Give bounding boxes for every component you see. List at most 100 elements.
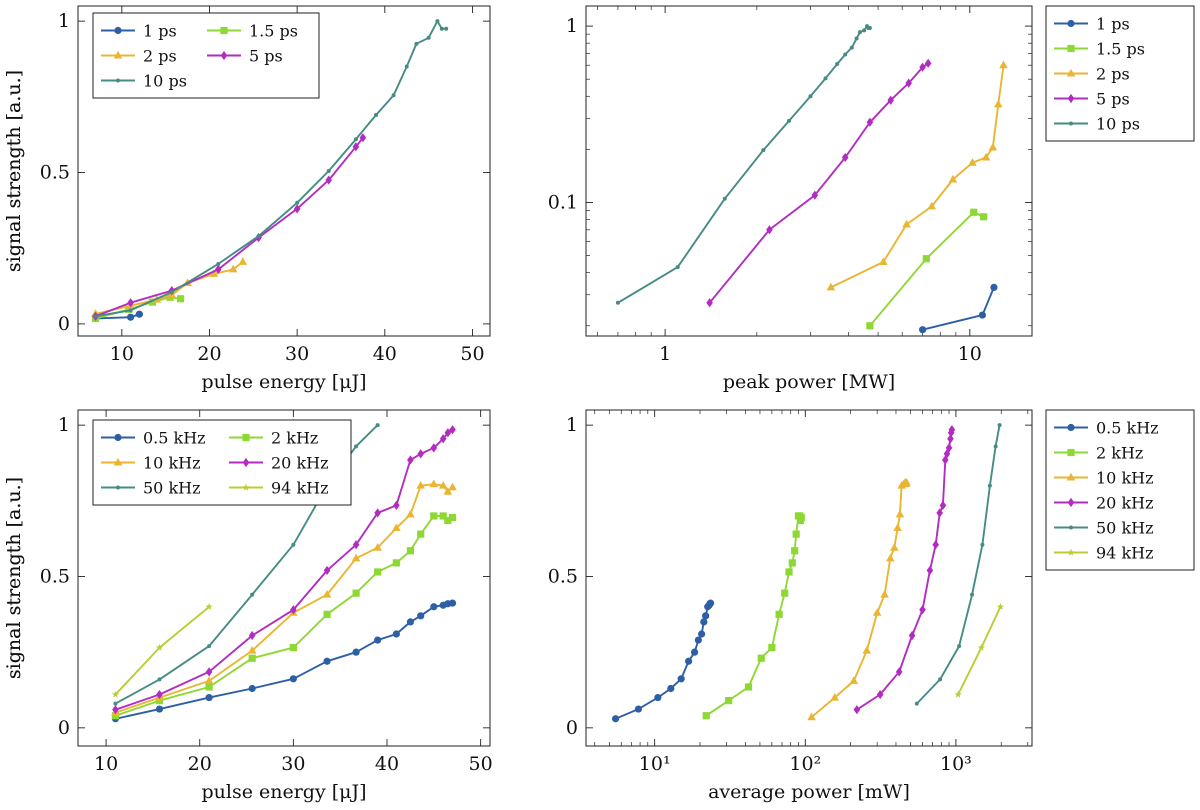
data-point-10-ps [169, 290, 174, 295]
legend-entry-2-ps: 2 ps [101, 47, 177, 66]
data-point-2-khz [374, 568, 382, 576]
legend-swatch-marker [242, 457, 250, 468]
legend-label: 10 ps [1096, 115, 1140, 134]
series-line-0-5-khz [615, 602, 712, 720]
data-point-0-5-khz [392, 630, 400, 638]
data-point-5-ps [811, 190, 819, 200]
data-point-10-khz [204, 676, 214, 684]
data-point-10-khz [902, 478, 911, 486]
data-point-2-ps [993, 99, 1003, 108]
data-point-10-ps [256, 234, 261, 239]
data-point-2-khz [788, 559, 796, 567]
series-line-10-khz [115, 483, 454, 714]
series-line-1-ps [922, 287, 995, 331]
data-point-50-khz [914, 701, 919, 706]
data-point-10-ps [391, 93, 396, 98]
series-5-ps [706, 58, 932, 308]
legend-swatch-marker [113, 50, 123, 59]
legend-swatch-marker [113, 457, 123, 466]
data-point-5-ps [127, 298, 134, 308]
data-point-5-ps [293, 204, 301, 214]
data-point-10-ps [439, 26, 444, 31]
data-point-5-ps [924, 58, 932, 68]
data-point-0-5-khz [706, 599, 715, 607]
legend-label: 0.5 kHz [143, 429, 206, 448]
data-point-10-khz [373, 543, 382, 551]
data-point-50-khz [354, 444, 359, 449]
data-point-5-ps [214, 264, 222, 274]
data-point-50-khz [987, 483, 992, 488]
series-2-khz [111, 512, 457, 720]
data-point-10-khz [429, 479, 439, 488]
data-point-10-ps [128, 308, 133, 313]
panel-pulse-energy-ps: 10 20 30 40 50 0 0.5 1 pulse energy [μJ] signal s… [3, 5, 491, 393]
data-point-10-khz [830, 692, 840, 701]
legend-entry-5-ps: 5 ps [1054, 90, 1130, 109]
data-point-10-khz [886, 553, 895, 562]
y-tick-label: 0.5 [40, 565, 70, 587]
legend-label: 1 ps [143, 22, 177, 41]
data-point-2-khz [785, 568, 793, 576]
data-point-20-khz [248, 630, 256, 641]
data-point-20-khz [853, 705, 861, 715]
legend-swatch-marker [220, 26, 228, 35]
data-point-10-khz [351, 553, 361, 562]
data-point-0-5-khz [448, 599, 457, 607]
y-tick-label: 0 [566, 717, 578, 739]
series-0-5-khz [111, 599, 457, 723]
data-point-0-5-khz [667, 684, 675, 693]
data-point-2-ps [927, 201, 937, 210]
legend-entry-94-khz: 94 kHz [1054, 544, 1154, 563]
data-point-20-khz [919, 605, 926, 615]
y-tick-label: 0.5 [40, 162, 70, 184]
x-tick-label: 1 [659, 343, 671, 365]
series-10-ps [93, 19, 449, 319]
data-point-1-5-ps [176, 295, 185, 303]
data-point-0-5-khz [248, 684, 256, 693]
data-point-0-5-khz [685, 657, 693, 665]
legend-swatch-marker [1066, 472, 1076, 481]
series-line-10-khz [810, 481, 908, 718]
data-point-20-khz [417, 449, 425, 459]
legend-entry-94-khz: 94 kHz [229, 479, 329, 498]
legend-entry-1-5-ps: 1.5 ps [207, 22, 298, 41]
legend-entry-2-khz: 2 kHz [1054, 444, 1143, 463]
series-line-2-khz [705, 514, 803, 717]
y-tick-label: 1 [58, 10, 70, 32]
legend-swatch-marker [116, 485, 120, 490]
data-point-2-khz [768, 644, 776, 652]
legend-label: 5 ps [249, 47, 283, 66]
data-point-2-khz [702, 712, 710, 720]
data-point-1-ps [990, 283, 998, 292]
x-tick-label: 40 [375, 753, 399, 775]
series-line-20-khz [856, 429, 953, 711]
legend-label: 1.5 ps [1096, 40, 1145, 59]
data-point-10-ps [675, 265, 680, 270]
legend-label: 50 kHz [1096, 519, 1154, 538]
plot-frame [585, 5, 1033, 337]
series-line-1-5-ps [869, 211, 984, 327]
legend-swatch-marker [116, 78, 120, 83]
data-point-5-ps [766, 225, 773, 235]
x-tick-label: 40 [373, 343, 397, 365]
data-point-2-ps [228, 264, 238, 273]
data-point-10-ps [404, 64, 409, 69]
y-tick-label: 0 [58, 313, 70, 335]
series-line-5-ps [95, 137, 364, 318]
data-point-0-5-khz [690, 648, 699, 656]
legend-entry-10-ps: 10 ps [101, 72, 187, 91]
x-tick-label: 10² [789, 753, 821, 775]
data-point-2-khz [111, 712, 120, 720]
legend-label: 1 ps [1096, 15, 1130, 34]
data-point-50-khz [113, 701, 118, 706]
data-point-1-5-ps [148, 298, 157, 306]
data-point-20-khz [908, 630, 916, 641]
data-point-50-khz [993, 444, 998, 449]
x-axis-label: peak power [MW] [723, 371, 895, 393]
plot-frame [585, 409, 1033, 747]
legend: 0.5 kHz 2 kHz 10 kHz 20 kHz 50 kHz 94 kHz [1045, 409, 1195, 571]
legend-label: 2 kHz [271, 429, 318, 448]
data-point-5-ps [887, 95, 894, 105]
data-point-94-khz [996, 602, 1005, 610]
data-point-2-khz [406, 547, 415, 555]
